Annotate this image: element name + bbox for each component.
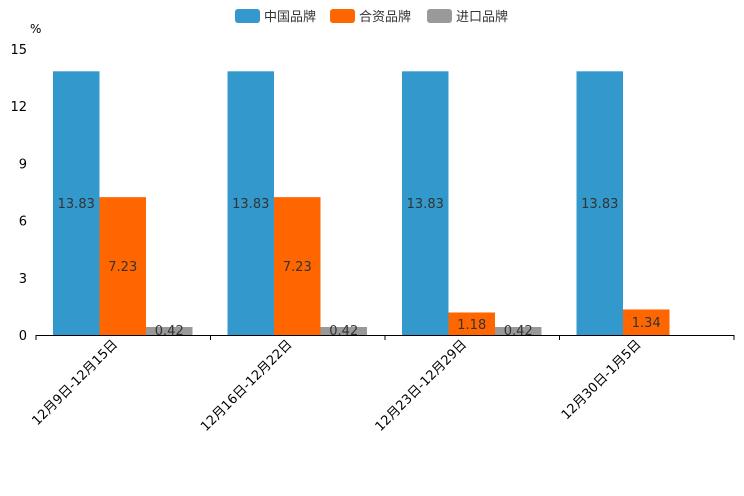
data-label-1-3: 1.34 (632, 316, 661, 331)
data-label-1-2: 1.18 (457, 318, 486, 333)
x-tick-label-3: 12月30日-1月5日 (559, 337, 645, 423)
bar-2-0[interactable] (146, 326, 193, 335)
data-label-0-3: 13.83 (581, 197, 618, 212)
bar-1-3[interactable] (623, 309, 670, 335)
data-label-1-0: 7.23 (108, 260, 137, 275)
y-tick-label-4: 12 (10, 100, 27, 115)
data-labels: 13.83 7.23 0.42 13.83 7.23 0.42 13.83 1.18 0.42 1… (58, 197, 661, 339)
y-axis-ticks: 0 3 6 9 12 15 (10, 43, 27, 344)
bar-0-3[interactable] (576, 71, 624, 336)
y-tick-label-0: 0 (19, 329, 27, 344)
legend-swatch-1[interactable] (330, 9, 355, 23)
legend-label-0[interactable]: 中国品牌 (264, 9, 316, 25)
x-tick-label-0: 12月9日-12月15日 (29, 337, 121, 429)
data-label-0-2: 13.83 (407, 197, 444, 212)
bar-1-0[interactable] (99, 197, 147, 335)
legend-swatch-2[interactable] (427, 9, 452, 23)
x-tick-label-1: 12月16日-12月22日 (198, 337, 295, 434)
x-axis: 12月9日-12月15日 12月16日-12月22日 12月23日-12月29日 12… (29, 335, 735, 435)
legend-swatch-0[interactable] (235, 9, 260, 23)
bars (53, 71, 670, 336)
bar-0-0[interactable] (53, 71, 100, 336)
y-tick-label-3: 9 (19, 157, 27, 172)
data-label-0-1: 13.83 (232, 197, 269, 212)
y-tick-label-1: 3 (19, 272, 27, 287)
data-label-2-0: 0.42 (155, 324, 184, 339)
legend-label-1[interactable]: 合资品牌 (359, 9, 411, 25)
y-tick-label-5: 15 (10, 43, 27, 58)
bar-2-2[interactable] (495, 326, 542, 335)
bar-1-1[interactable] (274, 197, 321, 335)
y-tick-label-2: 6 (19, 215, 27, 230)
y-axis-unit: % (30, 22, 41, 36)
bar-1-2[interactable] (448, 312, 496, 335)
legend-label-2[interactable]: 进口品牌 (456, 9, 508, 25)
data-label-0-0: 13.83 (58, 197, 95, 212)
bar-0-1[interactable] (227, 71, 275, 336)
data-label-2-2: 0.42 (504, 324, 533, 339)
data-label-1-1: 7.23 (283, 260, 312, 275)
bar-2-1[interactable] (320, 326, 368, 335)
legend: 中国品牌 合资品牌 进口品牌 (235, 9, 508, 25)
bar-0-2[interactable] (402, 71, 449, 336)
x-tick-label-2: 12月23日-12月29日 (373, 337, 470, 434)
data-label-2-1: 0.42 (329, 324, 358, 339)
